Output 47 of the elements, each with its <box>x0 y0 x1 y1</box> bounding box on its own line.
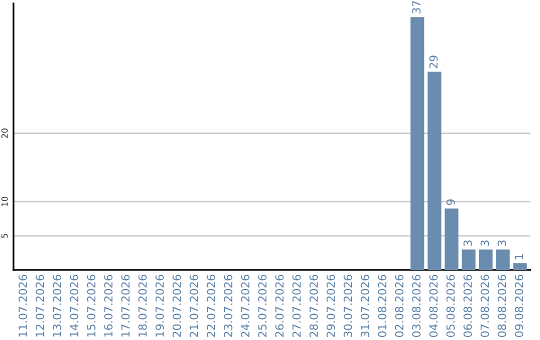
x-tick-label: 17.07.2026 <box>121 274 130 337</box>
x-tick-label: 24.07.2026 <box>241 274 250 337</box>
y-tick-label: 5 <box>2 234 8 238</box>
x-tick-label: 14.07.2026 <box>70 274 78 337</box>
x-tick-label: 29.07.2026 <box>326 274 336 337</box>
x-tick-label: 06.08.2026 <box>463 274 472 338</box>
bar <box>462 249 476 270</box>
data-label: 3 <box>480 240 490 246</box>
data-label: 29 <box>429 56 438 68</box>
bar <box>478 249 493 270</box>
bar <box>410 17 424 270</box>
x-tick-label: 26.07.2026 <box>275 274 284 337</box>
x-tick-label: 21.07.2026 <box>190 274 198 337</box>
bar <box>496 249 510 270</box>
x-tick-label: 11.07.2026 <box>18 274 27 337</box>
x-tick-label: 04.08.2026 <box>429 274 438 338</box>
data-label: 37 <box>412 1 421 14</box>
x-tick-label: 19.07.2026 <box>155 274 164 337</box>
x-tick-label: 27.07.2026 <box>292 274 301 337</box>
x-tick-label: 12.07.2026 <box>36 274 44 337</box>
x-tick-label: 28.07.2026 <box>309 274 318 337</box>
bar <box>444 208 458 270</box>
x-tick-label: 15.07.2026 <box>87 274 96 337</box>
bar <box>513 263 527 270</box>
y-tick-label: 10 <box>1 196 8 206</box>
data-label: 1 <box>514 254 524 260</box>
x-tick-label: 23.07.2026 <box>224 274 232 337</box>
x-tick-label: 25.07.2026 <box>258 274 267 337</box>
x-tick-label: 20.07.2026 <box>172 274 181 337</box>
x-tick-label: 07.08.2026 <box>480 274 490 338</box>
x-tick-label: 18.07.2026 <box>138 274 147 337</box>
data-label: 9 <box>446 199 455 205</box>
x-tick-label: 16.07.2026 <box>104 274 113 337</box>
bar <box>428 72 442 270</box>
x-tick-label: 05.08.2026 <box>446 274 455 338</box>
data-label: 3 <box>498 240 506 246</box>
x-tick-label: 09.08.2026 <box>514 274 524 338</box>
x-tick-label: 13.07.2026 <box>52 274 62 337</box>
x-tick-label: 31.07.2026 <box>360 274 370 337</box>
x-tick-label: 02.08.2026 <box>395 274 404 338</box>
x-tick-label: 03.08.2026 <box>412 274 421 338</box>
x-tick-label: 30.07.2026 <box>344 274 352 337</box>
y-tick-label: 20 <box>1 128 8 138</box>
x-tick-label: 22.07.2026 <box>206 274 216 337</box>
data-label: 3 <box>463 240 472 246</box>
x-tick-label: 01.08.2026 <box>378 274 386 338</box>
x-tick-label: 08.08.2026 <box>498 274 506 338</box>
